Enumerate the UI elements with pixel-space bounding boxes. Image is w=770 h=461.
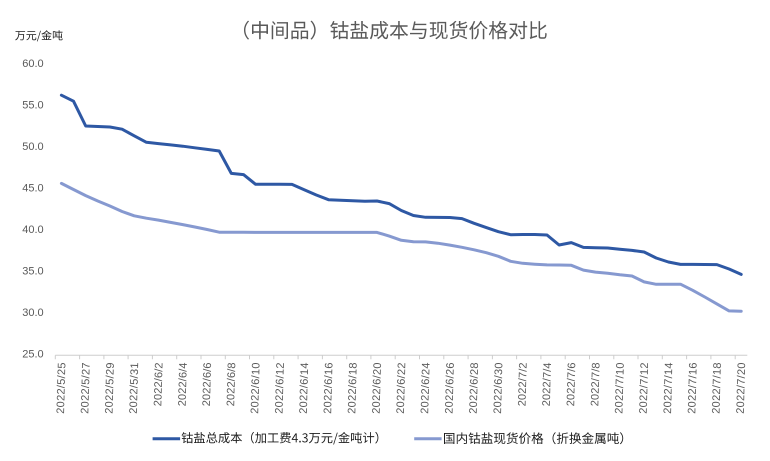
svg-text:2022/6/26: 2022/6/26 — [443, 362, 456, 414]
svg-text:2022/7/20: 2022/7/20 — [735, 362, 748, 414]
svg-text:2022/6/22: 2022/6/22 — [395, 362, 408, 414]
svg-text:55.0: 55.0 — [22, 100, 43, 112]
svg-text:2022/5/29: 2022/5/29 — [103, 362, 116, 414]
svg-text:2022/7/14: 2022/7/14 — [662, 362, 675, 414]
svg-text:2022/6/6: 2022/6/6 — [201, 362, 214, 406]
svg-text:2022/6/18: 2022/6/18 — [346, 362, 359, 414]
svg-text:60.0: 60.0 — [22, 58, 43, 70]
svg-text:50.0: 50.0 — [22, 141, 43, 153]
svg-text:2022/5/25: 2022/5/25 — [55, 362, 68, 414]
svg-text:2022/5/31: 2022/5/31 — [128, 362, 141, 414]
svg-text:2022/6/12: 2022/6/12 — [273, 362, 286, 414]
svg-text:2022/7/2: 2022/7/2 — [516, 362, 529, 406]
svg-text:2022/5/27: 2022/5/27 — [79, 362, 92, 414]
svg-text:2022/7/4: 2022/7/4 — [541, 362, 554, 406]
svg-text:2022/6/8: 2022/6/8 — [225, 362, 238, 406]
svg-text:2022/6/14: 2022/6/14 — [298, 362, 311, 414]
svg-text:2022/7/6: 2022/7/6 — [565, 362, 578, 406]
svg-text:2022/6/24: 2022/6/24 — [419, 362, 432, 414]
svg-text:2022/6/20: 2022/6/20 — [371, 362, 384, 414]
svg-text:25.0: 25.0 — [22, 349, 43, 361]
svg-text:40.0: 40.0 — [22, 224, 43, 236]
svg-text:2022/6/4: 2022/6/4 — [177, 362, 190, 406]
svg-text:45.0: 45.0 — [22, 183, 43, 195]
svg-text:2022/7/18: 2022/7/18 — [710, 362, 723, 414]
svg-text:2022/7/8: 2022/7/8 — [589, 362, 602, 406]
svg-text:2022/7/16: 2022/7/16 — [686, 362, 699, 414]
svg-text:2022/6/16: 2022/6/16 — [322, 362, 335, 414]
svg-text:35.0: 35.0 — [22, 266, 43, 278]
svg-text:2022/6/28: 2022/6/28 — [468, 362, 481, 414]
svg-text:2022/6/2: 2022/6/2 — [152, 362, 165, 406]
svg-text:2022/7/12: 2022/7/12 — [638, 362, 651, 414]
svg-text:2022/6/10: 2022/6/10 — [249, 362, 262, 414]
svg-text:2022/7/10: 2022/7/10 — [613, 362, 626, 414]
svg-text:30.0: 30.0 — [22, 307, 43, 319]
svg-text:2022/6/30: 2022/6/30 — [492, 362, 505, 414]
